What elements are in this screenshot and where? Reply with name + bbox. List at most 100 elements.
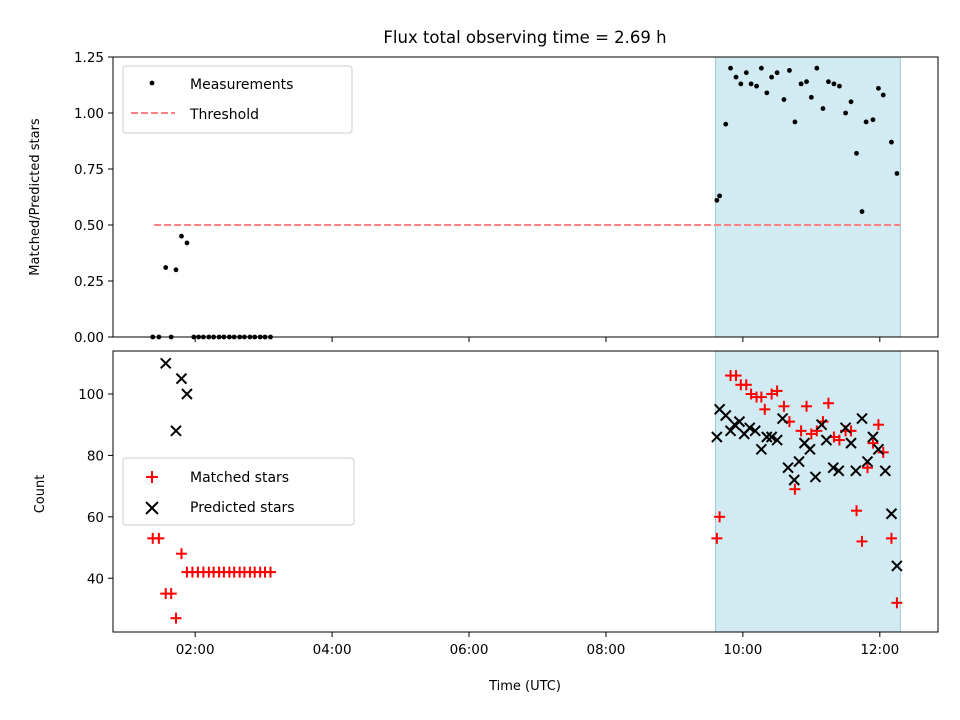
- count-panel: 40 60 80 100 02:00 04:00 06:00 08:00 10:00 12:00…: [33, 350, 939, 694]
- legend-matched-marker: [146, 471, 158, 483]
- measurement-point: [754, 83, 759, 89]
- measurement-point: [854, 150, 859, 156]
- count-y-ticks: 40 60 80 100: [78, 387, 113, 587]
- matched-star-point: [867, 437, 879, 449]
- observing-span-shade: [714, 56, 901, 338]
- x-tick-label: 02:00: [176, 642, 215, 658]
- measurement-point: [764, 90, 770, 96]
- matched-star-point: [759, 403, 771, 415]
- measurement-point: [743, 70, 749, 76]
- ratio-x-ticks: [194, 337, 881, 342]
- predicted-star-point: [175, 372, 188, 385]
- x-tick-label: 10:00: [723, 642, 762, 658]
- legend-matched-label: Matched stars: [190, 470, 289, 486]
- predicted-star-point: [181, 388, 193, 400]
- x-tick-label: 06:00: [450, 642, 489, 658]
- matched-star-point: [795, 425, 807, 437]
- predicted-star-point: [160, 357, 172, 369]
- matched-star-point: [170, 612, 182, 624]
- count-plot-frame: [112, 350, 939, 633]
- predicted-star-point: [867, 431, 879, 443]
- predicted-star-point: [170, 425, 182, 437]
- matched-star-point: [811, 425, 823, 437]
- matched-star-point: [740, 379, 752, 391]
- predicted-star-point: [879, 465, 891, 477]
- measurement-point: [804, 79, 809, 85]
- count-legend: Matched stars Predicted stars: [122, 457, 355, 526]
- measurement-point: [769, 74, 775, 80]
- matched-star-point: [833, 434, 845, 446]
- matched-star-point: [165, 588, 177, 600]
- y-tick-label: 100: [78, 387, 104, 403]
- measurement-point: [808, 94, 814, 100]
- matched-star-point: [861, 462, 873, 474]
- ratio-y-axis-label: Matched/Predicted stars: [28, 118, 43, 276]
- x-tick-label: 12:00: [860, 642, 899, 658]
- measurement-point: [173, 267, 179, 273]
- count-points: [147, 357, 903, 624]
- measurement-point: [820, 106, 826, 111]
- x-axis-label: Time (UTC): [488, 679, 561, 694]
- matched-star-point: [771, 385, 783, 397]
- predicted-star-point: [885, 508, 898, 520]
- matched-star-point: [714, 511, 726, 523]
- y-tick-label: 1.25: [74, 50, 104, 66]
- predicted-star-point: [850, 465, 862, 477]
- measurement-point: [792, 119, 798, 125]
- x-tick-label: 04:00: [313, 642, 352, 658]
- measurement-point: [837, 83, 842, 89]
- measurement-point: [814, 65, 820, 71]
- y-tick-label: 1.00: [74, 106, 104, 122]
- predicted-star-point: [815, 418, 828, 431]
- measurement-point: [880, 92, 886, 98]
- matched-star-point: [778, 400, 790, 412]
- measurement-point: [733, 74, 739, 80]
- legend-predicted-marker: [145, 501, 159, 515]
- measurement-point: [876, 85, 881, 91]
- y-tick-label: 0.00: [74, 330, 104, 346]
- predicted-star-point: [827, 461, 839, 474]
- legend-threshold-label: Threshold: [189, 107, 259, 123]
- legend-measurements-label: Measurements: [190, 77, 293, 93]
- predicted-star-point: [749, 425, 761, 437]
- matched-star-point: [851, 505, 863, 517]
- measurement-point: [826, 79, 831, 85]
- x-tick-label: 08:00: [586, 642, 625, 658]
- matched-star-point: [755, 391, 767, 403]
- chart-title: Flux total observing time = 2.69 h: [383, 28, 666, 47]
- predicted-star-point: [724, 425, 737, 437]
- predicted-star-point: [711, 431, 723, 443]
- predicted-star-point: [872, 443, 885, 455]
- measurement-point: [774, 70, 780, 76]
- predicted-star-point: [845, 437, 857, 449]
- predicted-star-point: [788, 474, 800, 486]
- ratio-legend-box: [122, 65, 353, 134]
- predicted-star-point: [771, 434, 783, 446]
- predicted-star-point: [891, 560, 903, 572]
- legend-predicted-label: Predicted stars: [190, 500, 295, 516]
- y-tick-label: 60: [87, 510, 104, 526]
- predicted-star-point: [720, 409, 732, 422]
- predicted-star-point: [755, 443, 768, 455]
- predicted-star-point: [839, 422, 852, 434]
- matched-star-point: [264, 566, 276, 578]
- predicted-star-point: [733, 415, 746, 428]
- predicted-star-point: [744, 422, 756, 434]
- measurement-point: [831, 81, 837, 87]
- measurement-point: [714, 197, 720, 203]
- measurement-point: [798, 81, 804, 87]
- measurement-point: [870, 117, 876, 123]
- measurement-point: [179, 233, 184, 239]
- measurement-point: [787, 68, 792, 73]
- measurement-point: [723, 121, 729, 127]
- y-tick-label: 80: [87, 448, 104, 464]
- matched-star-point: [856, 535, 868, 547]
- predicted-star-point: [793, 455, 805, 468]
- predicted-star-point: [761, 431, 773, 443]
- ratio-plot-frame: [112, 56, 939, 338]
- ratio-y-ticks: 0.00 0.25 0.50 0.75 1.00 1.25: [74, 50, 113, 346]
- measurement-point: [184, 240, 190, 246]
- count-y-axis-label: Count: [33, 475, 48, 514]
- measurement-point: [863, 119, 869, 125]
